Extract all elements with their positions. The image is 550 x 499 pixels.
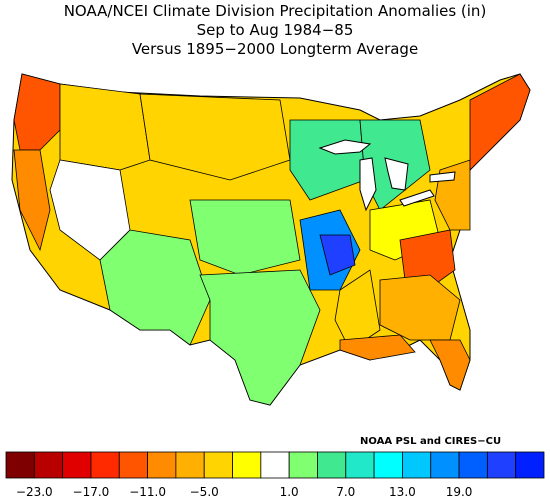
legend-swatch <box>175 451 205 479</box>
lake-erie <box>399 189 435 207</box>
legend-swatch <box>486 451 517 479</box>
legend-tick-label: 19.0 <box>446 485 473 499</box>
legend-swatch <box>118 451 148 479</box>
us-precipitation-map <box>11 73 531 406</box>
climate-division-northern-rockies-and-plains <box>139 93 291 181</box>
climate-division-gulf-coast <box>339 334 416 361</box>
lake-ontario <box>429 171 456 183</box>
climate-division-florida <box>429 339 471 391</box>
legend-swatch <box>147 451 177 479</box>
legend-swatch <box>345 451 375 479</box>
climate-division-southwest <box>99 229 211 346</box>
climate-division-new-england <box>469 73 531 171</box>
legend-swatch <box>232 451 262 479</box>
legend-swatch <box>317 451 347 479</box>
legend-swatch <box>373 451 403 479</box>
map-title: NOAA/NCEI Climate Division Precipitation… <box>63 2 487 20</box>
legend-tick-label: 1.0 <box>280 485 299 499</box>
legend-swatch <box>62 451 92 479</box>
legend-swatch <box>288 451 318 479</box>
legend-swatch <box>402 451 432 479</box>
legend-tick-label: −11.0 <box>129 485 166 499</box>
legend-swatch <box>5 451 35 479</box>
legend-swatch <box>90 451 120 479</box>
legend-tick-label: −23.0 <box>16 485 53 499</box>
climate-division-central-plains <box>189 199 301 276</box>
title-block: NOAA/NCEI Climate Division Precipitation… <box>0 2 550 59</box>
legend-swatch <box>430 451 460 479</box>
lake-michigan <box>359 157 377 212</box>
legend-tick-label: −5.0 <box>190 485 219 499</box>
lake-superior <box>318 139 372 155</box>
legend-swatch <box>203 451 233 479</box>
legend-swatch <box>458 451 488 479</box>
legend-swatch <box>260 451 290 479</box>
lake-huron <box>384 157 409 191</box>
climate-division-missouri-arkansas-core <box>319 234 356 276</box>
credit-text: NOAA PSL and CIRES−CU <box>360 436 502 447</box>
map-period: Sep to Aug 1984−85 <box>196 21 354 39</box>
climate-division-northwest-interior <box>59 83 151 171</box>
map-baseline: Versus 1895−2000 Longterm Average <box>131 40 419 58</box>
legend-swatch <box>33 451 64 479</box>
legend-tick-label: 7.0 <box>336 485 355 499</box>
legend-swatch <box>515 451 545 479</box>
legend-tick-label: −17.0 <box>73 485 110 499</box>
climate-division-california-coast <box>13 149 51 252</box>
climate-division-texas <box>199 269 321 406</box>
legend-tick-label: 13.0 <box>389 485 416 499</box>
color-legend: −23.0 −17.0 −11.0 −5.0 1.0 7.0 13.0 19.0 <box>5 451 545 499</box>
